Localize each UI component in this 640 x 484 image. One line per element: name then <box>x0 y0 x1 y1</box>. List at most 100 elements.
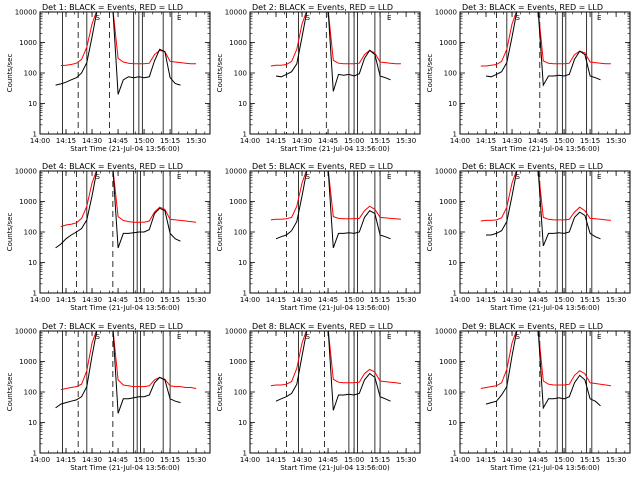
x-tick-label: 14:15 <box>476 137 496 145</box>
x-tick-label: 14:15 <box>476 296 496 304</box>
lld-series-line <box>60 12 197 67</box>
x-tick-label: 14:30 <box>292 296 312 304</box>
panel-title: Det 6: BLACK = Events, RED = LLD <box>462 162 603 171</box>
y-tick-label: 1000 <box>229 39 247 47</box>
lld-series-line <box>270 171 401 221</box>
x-tick-label: 15:15 <box>160 137 180 145</box>
x-tick-label: 14:45 <box>318 296 338 304</box>
lld-series-line <box>270 12 401 67</box>
panel-title: Det 8: BLACK = Events, RED = LLD <box>252 322 393 331</box>
marker-e: E <box>387 14 391 22</box>
y-tick-label: 1 <box>243 131 247 139</box>
x-tick-label: 14:45 <box>528 456 548 464</box>
x-axis-label: Start Time (21-Jul-04 13:56:00) <box>280 145 390 153</box>
x-tick-label: 15:00 <box>554 137 574 145</box>
x-tick-label: 14:00 <box>240 296 260 304</box>
events-series-line <box>55 331 181 414</box>
x-tick-label: 15:30 <box>186 137 206 145</box>
x-tick-label: 15:00 <box>134 456 154 464</box>
panel-5: Det 5: BLACK = Events, RED = LLD S E 1 10 100… <box>216 162 421 312</box>
marker-e: E <box>387 333 391 341</box>
y-tick-label: 10000 <box>435 168 457 176</box>
y-tick-label: 100 <box>24 229 37 237</box>
x-tick-label: 14:00 <box>450 456 470 464</box>
x-axis-label: Start Time (21-Jul-04 13:56:00) <box>490 304 600 312</box>
x-tick-label: 15:30 <box>606 137 626 145</box>
y-tick-label: 10000 <box>15 168 37 176</box>
y-tick-label: 1000 <box>439 358 457 366</box>
y-tick-label: 1 <box>453 131 457 139</box>
marker-s: S <box>306 173 311 181</box>
marker-e: E <box>387 173 391 181</box>
y-axis-label: Counts/sec <box>6 373 14 412</box>
marker-s: S <box>516 14 521 22</box>
lld-series-line <box>60 331 197 391</box>
x-tick-label: 15:00 <box>344 137 364 145</box>
y-tick-label: 100 <box>444 229 457 237</box>
x-tick-label: 15:30 <box>606 456 626 464</box>
y-tick-label: 100 <box>234 229 247 237</box>
plot-frame <box>249 330 421 454</box>
panel-1: Det 1: BLACK = Events, RED = LLD S E 1 10 100… <box>6 3 211 153</box>
x-tick-label: 14:45 <box>318 456 338 464</box>
plot-frame <box>459 11 631 135</box>
y-axis-label: Counts/sec <box>216 213 224 252</box>
x-tick-label: 15:30 <box>186 296 206 304</box>
x-tick-label: 15:30 <box>606 296 626 304</box>
events-series-line <box>485 12 601 87</box>
marker-s: S <box>96 14 101 22</box>
y-tick-label: 10 <box>238 259 247 267</box>
events-series-line <box>55 171 181 249</box>
x-tick-label: 14:30 <box>292 456 312 464</box>
x-tick-label: 14:00 <box>240 456 260 464</box>
panel-4: Det 4: BLACK = Events, RED = LLD S E 1 10 100… <box>6 162 211 312</box>
lld-series-line <box>480 12 611 67</box>
plot-frame <box>249 170 421 294</box>
y-axis-label: Counts/sec <box>216 54 224 93</box>
x-tick-label: 15:30 <box>396 296 416 304</box>
x-tick-label: 14:45 <box>528 296 548 304</box>
x-tick-label: 14:45 <box>528 137 548 145</box>
y-tick-label: 1 <box>453 290 457 298</box>
x-tick-label: 15:15 <box>370 456 390 464</box>
x-axis-label: Start Time (21-Jul-04 13:56:00) <box>280 304 390 312</box>
plot-frame <box>39 11 211 135</box>
x-tick-label: 15:15 <box>370 296 390 304</box>
x-tick-label: 15:00 <box>554 296 574 304</box>
events-series-line <box>275 331 391 411</box>
x-tick-label: 15:15 <box>160 456 180 464</box>
x-tick-label: 14:15 <box>56 137 76 145</box>
x-tick-label: 15:30 <box>396 137 416 145</box>
marker-e: E <box>177 173 181 181</box>
marker-s: S <box>306 333 311 341</box>
y-tick-label: 10 <box>28 419 37 427</box>
y-tick-label: 10000 <box>225 328 247 336</box>
y-tick-label: 100 <box>444 389 457 397</box>
marker-s: S <box>516 173 521 181</box>
events-series-line <box>486 171 601 247</box>
panel-title: Det 1: BLACK = Events, RED = LLD <box>42 3 183 12</box>
y-tick-label: 10 <box>238 419 247 427</box>
y-tick-label: 100 <box>234 389 247 397</box>
y-tick-label: 10 <box>238 100 247 108</box>
y-tick-label: 100 <box>444 70 457 78</box>
panel-title: Det 7: BLACK = Events, RED = LLD <box>42 322 183 331</box>
marker-e: E <box>177 333 181 341</box>
y-tick-label: 1000 <box>439 39 457 47</box>
y-tick-label: 1000 <box>19 39 37 47</box>
x-tick-label: 15:00 <box>344 456 364 464</box>
panel-title: Det 5: BLACK = Events, RED = LLD <box>252 162 393 171</box>
x-tick-label: 15:15 <box>160 296 180 304</box>
lld-series-line <box>270 331 401 387</box>
x-tick-label: 14:15 <box>266 456 286 464</box>
x-tick-label: 15:15 <box>370 137 390 145</box>
y-tick-label: 10 <box>448 259 457 267</box>
x-tick-label: 15:15 <box>580 137 600 145</box>
plot-frame <box>39 330 211 454</box>
x-tick-label: 14:00 <box>30 137 50 145</box>
panel-7: Det 7: BLACK = Events, RED = LLD S E 1 10 100… <box>6 322 211 472</box>
x-tick-label: 14:30 <box>82 456 102 464</box>
y-tick-label: 1000 <box>439 198 457 206</box>
y-tick-label: 10000 <box>15 328 37 336</box>
x-tick-label: 15:15 <box>580 456 600 464</box>
